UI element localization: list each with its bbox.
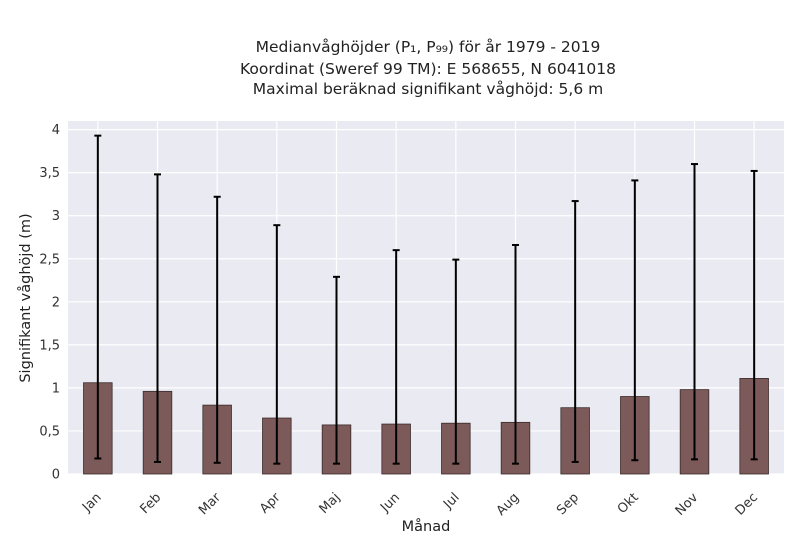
y-tick-label: 3,5 bbox=[39, 166, 60, 181]
x-tick-label: Sep bbox=[554, 490, 582, 518]
error-bars bbox=[94, 134, 758, 465]
x-tick-label: Nov bbox=[673, 490, 702, 519]
y-tick-label: 4 bbox=[52, 123, 60, 138]
chart-title-line-1: Medianvåghöjder (P₁, P₉₉) för år 1979 - … bbox=[256, 38, 601, 56]
y-tick-label: 2 bbox=[52, 295, 60, 310]
y-tick-label: 0 bbox=[52, 468, 60, 483]
x-tick-label: Jul bbox=[440, 490, 462, 512]
y-tick-label: 3 bbox=[52, 209, 60, 224]
y-tick-label: 2,5 bbox=[39, 252, 60, 267]
x-tick-label: Jun bbox=[377, 490, 403, 516]
x-axis-label: Månad bbox=[402, 518, 451, 535]
x-tick-label: Mar bbox=[196, 490, 224, 518]
y-axis-ticks: 0 0,5 1 1,5 2 2,5 3 3,5 4 bbox=[39, 123, 60, 482]
chart-title: Medianvåghöjder (P₁, P₉₉) för år 1979 - … bbox=[240, 38, 616, 98]
chart-title-line-2: Koordinat (Sweref 99 TM): E 568655, N 60… bbox=[240, 60, 616, 78]
x-tick-label: Okt bbox=[615, 490, 642, 517]
x-tick-label: Maj bbox=[317, 490, 344, 517]
y-tick-label: 1,5 bbox=[39, 338, 60, 353]
x-tick-label: Feb bbox=[137, 490, 164, 517]
x-tick-label: Apr bbox=[257, 490, 284, 517]
y-tick-label: 1 bbox=[52, 381, 60, 396]
y-axis-label: Signifikant våghöjd (m) bbox=[17, 213, 34, 382]
x-tick-label: Dec bbox=[733, 490, 761, 518]
x-axis-ticks: Jan Feb Mar Apr Maj Jun Jul Aug Sep Okt Nov Dec bbox=[79, 490, 761, 519]
x-tick-label: Jan bbox=[79, 490, 104, 515]
chart-title-line-3: Maximal beräknad signifikant våghöjd: 5,… bbox=[253, 80, 603, 98]
x-tick-label: Aug bbox=[494, 490, 523, 519]
plot-area bbox=[68, 121, 784, 474]
y-tick-label: 0,5 bbox=[39, 424, 60, 439]
